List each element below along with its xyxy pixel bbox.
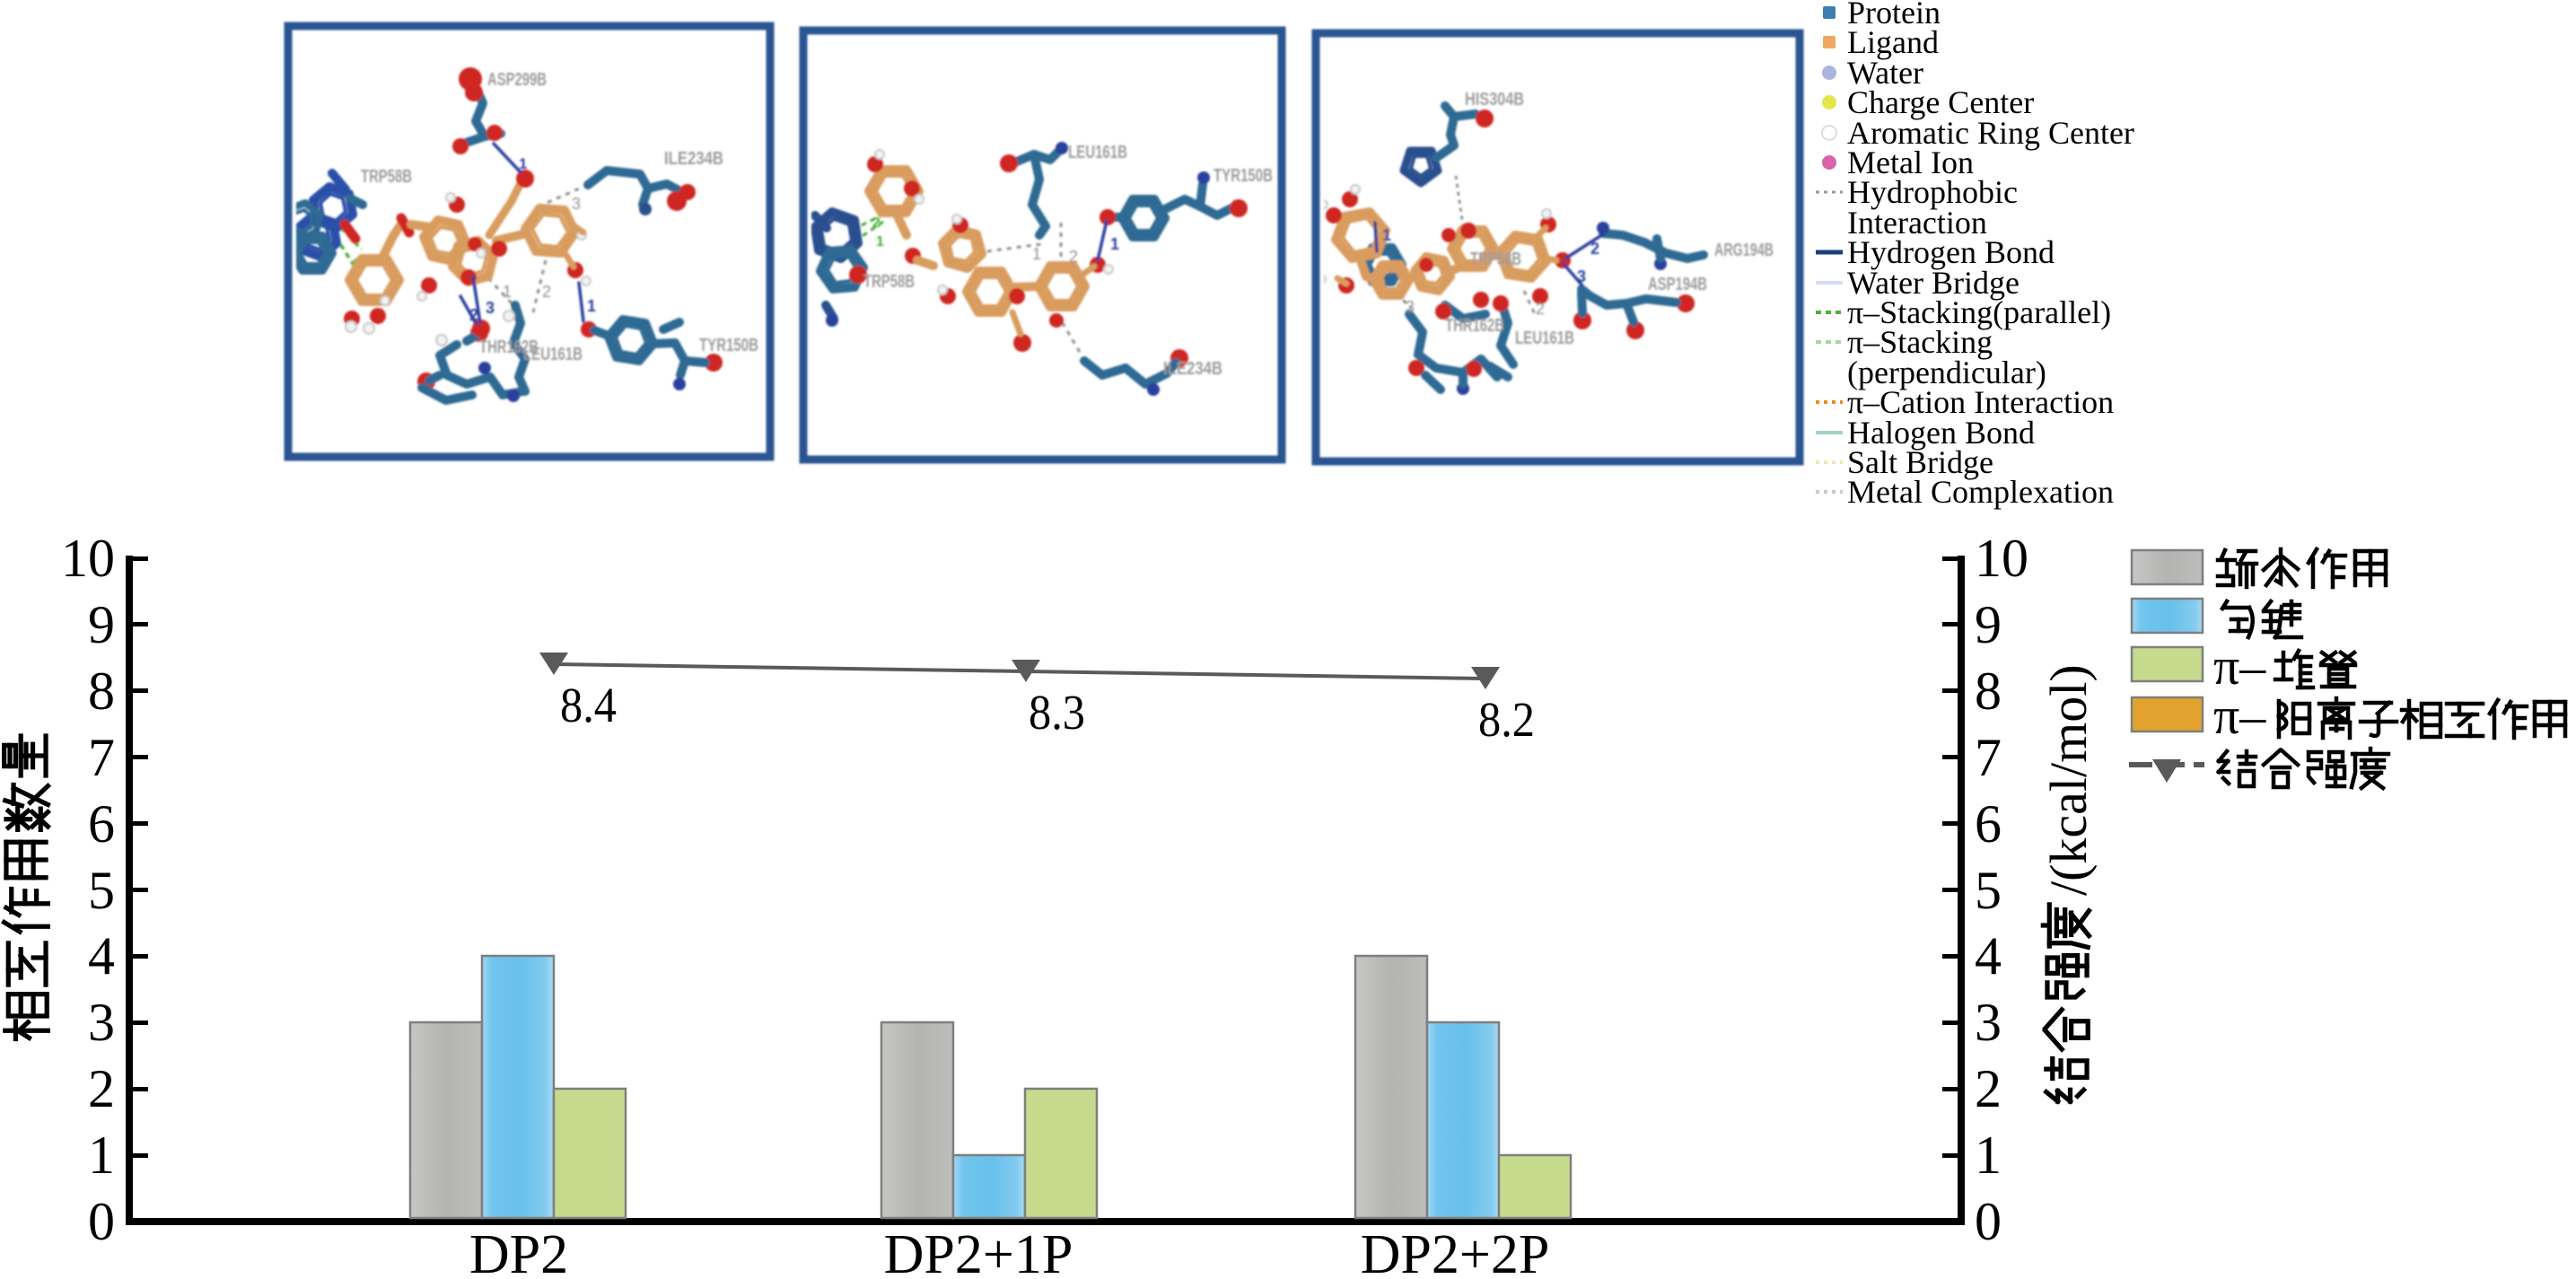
svg-text:DP2+2P: DP2+2P [1361, 1224, 1550, 1275]
svg-text:2: 2 [469, 306, 478, 324]
svg-text:0: 0 [1975, 1192, 2002, 1251]
svg-text:2: 2 [1069, 248, 1078, 266]
svg-text:6: 6 [88, 794, 115, 854]
svg-text:8: 8 [1975, 661, 2002, 721]
svg-text:4: 4 [1975, 926, 2002, 986]
svg-text:8.3: 8.3 [1029, 685, 1085, 740]
svg-text:Metal Ion: Metal Ion [1847, 145, 1974, 180]
svg-text:(perpendicular): (perpendicular) [1847, 355, 2046, 390]
svg-text:7: 7 [1975, 728, 2002, 787]
svg-text:10: 10 [61, 529, 115, 588]
svg-text:8: 8 [88, 661, 115, 721]
svg-text:8.2: 8.2 [1478, 692, 1535, 747]
svg-text:1: 1 [519, 155, 527, 172]
svg-text:1: 1 [503, 283, 512, 301]
svg-text:1: 1 [1110, 235, 1119, 253]
svg-text:3: 3 [572, 195, 581, 213]
svg-text:Aromatic Ring Center: Aromatic Ring Center [1847, 115, 2134, 151]
svg-text:3: 3 [1406, 298, 1415, 316]
svg-text:3: 3 [486, 299, 495, 317]
svg-text:7: 7 [88, 728, 115, 787]
svg-text:2: 2 [872, 215, 881, 231]
svg-text:ASP299B: ASP299B [487, 70, 547, 90]
svg-text:4: 4 [88, 926, 115, 986]
svg-text:Metal Complexation: Metal Complexation [1847, 474, 2114, 510]
svg-text:2: 2 [1536, 300, 1545, 318]
svg-text:2: 2 [1975, 1059, 2002, 1118]
svg-text:Ligand: Ligand [1847, 24, 1939, 60]
svg-text:TRP58B: TRP58B [361, 167, 412, 187]
svg-text:π–Cation Interaction: π–Cation Interaction [1847, 384, 2114, 420]
svg-text:/(kcal/mol): /(kcal/mol) [2039, 664, 2098, 896]
svg-text:Hydrogen Bond: Hydrogen Bond [1847, 234, 2055, 270]
svg-text:0: 0 [88, 1192, 115, 1251]
svg-text:DP2+1P: DP2+1P [884, 1224, 1073, 1275]
svg-text:10: 10 [1975, 529, 2028, 588]
svg-text:TYR150B: TYR150B [699, 336, 758, 355]
svg-text:6: 6 [1975, 794, 2002, 854]
svg-text:π–Stacking: π–Stacking [1847, 324, 1993, 360]
svg-text:9: 9 [88, 595, 115, 654]
svg-text:3: 3 [1577, 267, 1586, 285]
svg-text:Water: Water [1847, 55, 1923, 91]
svg-text:LEU161B: LEU161B [1068, 143, 1127, 162]
svg-text:2: 2 [542, 283, 551, 301]
svg-text:LEU161B: LEU161B [523, 345, 583, 364]
svg-text:ILE234B: ILE234B [1163, 359, 1222, 379]
svg-text:π–Stacking(parallel): π–Stacking(parallel) [1847, 294, 2111, 330]
svg-text:Halogen Bond: Halogen Bond [1847, 415, 2035, 451]
svg-text:Salt Bridge: Salt Bridge [1847, 444, 1993, 480]
svg-text:ILE234B: ILE234B [664, 149, 723, 169]
svg-text:THR162B: THR162B [479, 337, 539, 357]
svg-text:Protein: Protein [1847, 0, 1941, 31]
svg-text:LEU161B: LEU161B [1515, 329, 1574, 348]
svg-text:9: 9 [1975, 595, 2002, 654]
svg-text:ARG194B: ARG194B [1714, 241, 1774, 260]
svg-text:Charge Center: Charge Center [1847, 84, 2034, 120]
svg-text:1: 1 [88, 1126, 115, 1185]
svg-text:π–: π– [2213, 637, 2266, 696]
svg-text:1: 1 [587, 297, 596, 315]
svg-text:Water Bridge: Water Bridge [1847, 265, 2020, 301]
svg-text:5: 5 [88, 861, 115, 920]
svg-text:2: 2 [1590, 240, 1599, 258]
svg-text:TRP58B: TRP58B [863, 272, 915, 292]
svg-text:HIS304B: HIS304B [1465, 90, 1524, 110]
svg-text:2: 2 [88, 1059, 115, 1118]
svg-text:3: 3 [1975, 993, 2002, 1052]
svg-text:Interaction: Interaction [1847, 205, 1987, 241]
svg-text:TYR150B: TYR150B [1214, 166, 1273, 186]
svg-text:1: 1 [1382, 226, 1391, 244]
svg-text:8.4: 8.4 [560, 678, 617, 732]
svg-text:π–: π– [2213, 687, 2266, 745]
svg-text:TRP58B: TRP58B [1470, 250, 1521, 269]
svg-text:Hydrophobic: Hydrophobic [1847, 174, 2018, 210]
svg-text:3: 3 [88, 993, 115, 1052]
svg-text:DP2: DP2 [469, 1224, 568, 1275]
svg-text:5: 5 [1975, 861, 2002, 920]
svg-text:1: 1 [876, 234, 884, 250]
svg-text:ASP194B: ASP194B [1648, 275, 1707, 294]
svg-text:THR162B: THR162B [1445, 316, 1504, 336]
svg-text:1: 1 [1032, 245, 1041, 263]
svg-text:1: 1 [1975, 1126, 2002, 1185]
